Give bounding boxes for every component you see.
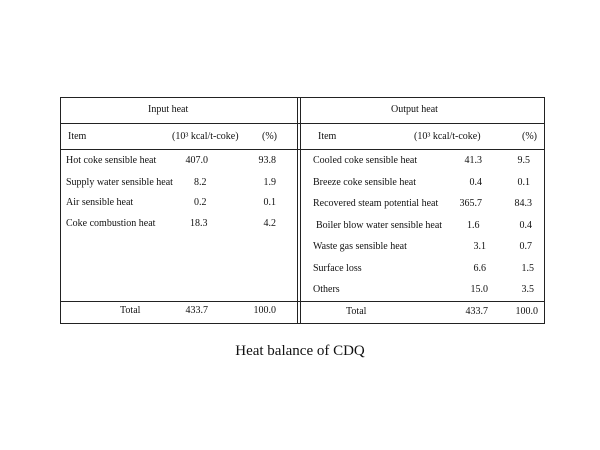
input-row-pct: 1.9 — [263, 177, 277, 188]
output-row-value: 3.1 — [473, 241, 487, 252]
output-row-pct: 0.7 — [519, 241, 533, 252]
output-col-item: Item — [318, 131, 337, 142]
output-row-value: 0.4 — [469, 177, 483, 188]
output-row-item: Cooled coke sensible heat — [313, 155, 418, 166]
input-heat-header: Input heat — [148, 104, 189, 115]
output-row-pct: 0.1 — [517, 177, 531, 188]
input-row-value: 18.3 — [190, 218, 208, 229]
figure-caption: Heat balance of CDQ — [235, 343, 365, 359]
output-row-value: 1.6 — [467, 220, 480, 231]
table-divider-right — [300, 97, 301, 324]
output-row-pct: 1.5 — [521, 263, 535, 274]
input-row-item: Supply water sensible heat — [66, 177, 173, 188]
output-row-item: Recovered steam potential heat — [313, 198, 439, 209]
input-row-item: Hot coke sensible heat — [66, 155, 157, 166]
input-col-pct: (%) — [262, 131, 277, 142]
table-divider-left — [297, 97, 298, 324]
input-row-item: Air sensible heat — [66, 197, 134, 208]
input-row-value: 407.0 — [185, 155, 209, 166]
output-row-pct: 84.3 — [514, 198, 533, 209]
input-row-pct: 93.8 — [258, 155, 277, 166]
output-col-value: (10³ kcal/t-coke) — [414, 131, 481, 142]
output-row-value: 41.3 — [464, 155, 483, 166]
total-rule — [60, 301, 545, 302]
column-header-rule — [60, 149, 545, 150]
output-row-item: Others — [313, 284, 340, 295]
input-row-value: 0.2 — [194, 197, 207, 208]
output-row-value: 15.0 — [470, 284, 489, 295]
input-col-value: (10³ kcal/t-coke) — [172, 131, 239, 142]
output-total-label: Total — [346, 306, 367, 317]
output-row-pct: 0.4 — [519, 220, 533, 231]
input-total-pct: 100.0 — [253, 305, 277, 316]
output-row-item: Boiler blow water sensible heat — [316, 220, 443, 231]
output-row-item: Surface loss — [313, 263, 362, 274]
output-row-value: 365.7 — [459, 198, 483, 209]
input-row-value: 8.2 — [194, 177, 207, 188]
table-border — [60, 97, 545, 324]
output-col-pct: (%) — [522, 131, 537, 142]
input-col-item: Item — [68, 131, 87, 142]
output-row-item: Waste gas sensible heat — [313, 241, 407, 252]
output-row-pct: 9.5 — [517, 155, 531, 166]
output-row-pct: 3.5 — [521, 284, 535, 295]
input-row-pct: 0.1 — [263, 197, 277, 208]
input-row-pct: 4.2 — [263, 218, 277, 229]
output-total-value: 433.7 — [465, 306, 489, 317]
header-rule — [60, 123, 545, 124]
input-total-value: 433.7 — [185, 305, 209, 316]
input-row-item: Coke combustion heat — [66, 218, 156, 229]
input-total-label: Total — [120, 305, 141, 316]
output-heat-header: Output heat — [391, 104, 438, 115]
output-total-pct: 100.0 — [515, 306, 539, 317]
output-row-item: Breeze coke sensible heat — [313, 177, 417, 188]
output-row-value: 6.6 — [473, 263, 487, 274]
